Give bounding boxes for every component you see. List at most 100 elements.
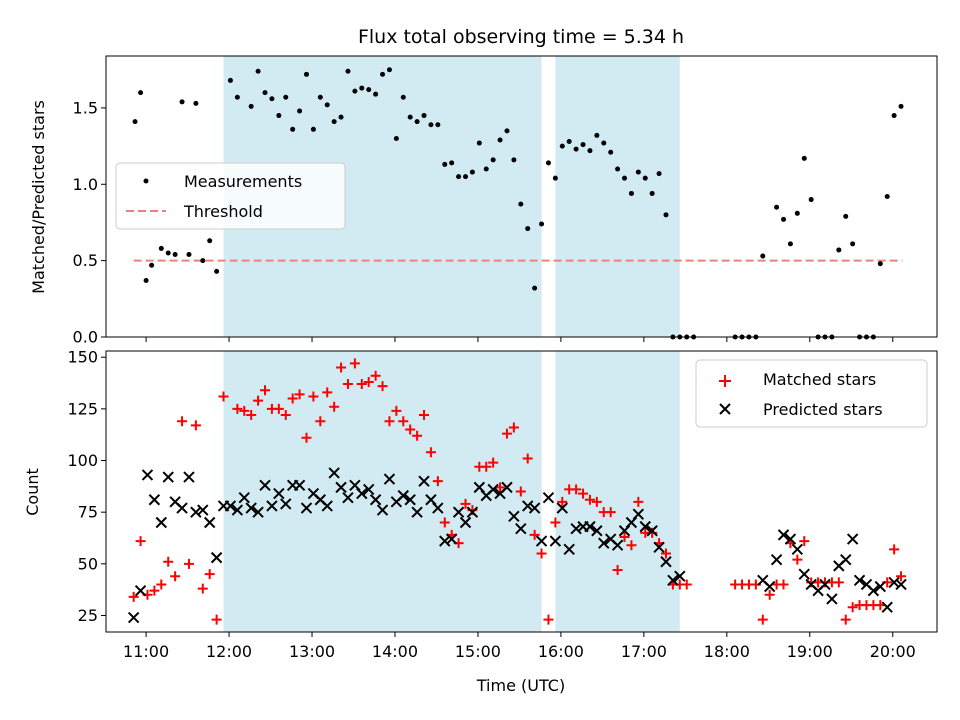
measurement-point: [132, 119, 138, 125]
x-tick-label: 20:00: [870, 642, 916, 661]
matched-star-point: [336, 362, 347, 373]
x-tick-label: 11:00: [123, 642, 169, 661]
matched-star-point: [439, 517, 450, 528]
predicted-star-point: [522, 500, 534, 512]
matched-star-point: [778, 579, 789, 590]
y-tick-label: 100: [67, 451, 98, 470]
matched-star-point: [764, 589, 775, 600]
measurement-point: [801, 155, 807, 161]
measurement-point: [843, 213, 849, 219]
matched-star-point: [799, 536, 810, 547]
y-tick-label: 125: [67, 399, 98, 418]
measurement-point: [207, 238, 213, 244]
predicted-star-point: [570, 522, 582, 535]
measurement-point: [193, 100, 199, 106]
matched-star-point: [529, 529, 540, 540]
measurement-point: [539, 221, 545, 227]
predicted-star-point: [508, 510, 520, 523]
predicted-star-point: [487, 483, 499, 496]
matched-star-point: [840, 614, 851, 625]
matched-star-point: [253, 395, 264, 406]
measurement-point: [622, 175, 628, 181]
predicted-star-point: [183, 471, 195, 483]
matched-star-point: [578, 488, 589, 499]
measurement-point: [545, 160, 551, 166]
top-panel: Flux total observing time = 5.34 h 0.00.…: [29, 26, 938, 347]
measurement-point: [352, 88, 358, 94]
measurement-point: [525, 226, 531, 232]
predicted-star-point: [459, 516, 472, 529]
measurement-point: [345, 68, 351, 74]
matched-star-point: [156, 579, 167, 590]
matched-star-point: [792, 554, 803, 565]
predicted-star-point: [840, 553, 852, 566]
predicted-star-point: [542, 491, 555, 504]
measurement-point: [463, 174, 469, 180]
measurement-point: [255, 68, 261, 74]
top-x-ticks: [145, 337, 894, 342]
legend-marker-predicted: [719, 403, 731, 415]
y-tick-label: 150: [67, 348, 98, 367]
measurement-point: [794, 210, 800, 216]
matched-star-point: [322, 387, 333, 398]
predicted-star-point: [639, 520, 651, 533]
measurement-point: [359, 85, 365, 91]
measurement-point: [269, 96, 275, 102]
predicted-star-point: [404, 494, 416, 506]
predicted-star-point: [190, 506, 202, 518]
measurement-point: [787, 241, 793, 247]
measurement-point: [414, 119, 420, 125]
predicted-star-point: [252, 506, 264, 518]
matched-star-point: [481, 461, 492, 472]
measurement-point: [552, 175, 558, 181]
predicted-star-point: [300, 502, 313, 514]
measurement-point: [760, 253, 766, 259]
matched-star-point: [681, 579, 692, 590]
predicted-star-point: [162, 471, 174, 483]
predicted-stars-points: [127, 467, 907, 624]
predicted-star-point: [321, 500, 333, 512]
measurement-point: [138, 90, 144, 96]
predicted-star-point: [515, 522, 527, 535]
predicted-star-point: [369, 494, 382, 506]
measurement-point: [656, 171, 662, 177]
matched-star-point: [280, 410, 291, 421]
predicted-star-point: [127, 611, 140, 624]
matched-star-point: [363, 376, 374, 387]
measurement-point: [456, 174, 462, 180]
predicted-star-point: [770, 553, 783, 566]
measurement-point: [234, 94, 240, 100]
measurement-point: [310, 126, 316, 132]
bottom-y-axis: 25 50 75 100 125 150: [67, 348, 106, 625]
measurement-point: [317, 94, 323, 100]
measurement-point: [601, 140, 607, 146]
matched-star-point: [571, 484, 582, 495]
matched-star-point: [356, 379, 367, 390]
matched-star-point: [170, 571, 181, 582]
measurement-point: [532, 285, 538, 291]
measurement-point: [262, 90, 268, 96]
predicted-star-point: [342, 491, 354, 504]
matched-star-point: [204, 569, 215, 580]
bottom-y-axis-label: Count: [23, 468, 42, 516]
measurement-point: [373, 91, 379, 97]
x-tick-label: 18:00: [704, 642, 750, 661]
measurement-point: [497, 137, 503, 143]
matched-star-point: [896, 571, 907, 582]
y-tick-label: 75: [78, 503, 98, 522]
predicted-star-point: [667, 574, 679, 587]
matched-star-point: [342, 379, 353, 390]
measurement-point: [248, 103, 254, 109]
matched-star-point: [391, 405, 402, 416]
matched-star-point: [889, 544, 900, 555]
measurement-point: [149, 262, 155, 268]
predicted-star-point: [853, 574, 866, 587]
matched-star-point: [384, 416, 395, 427]
measurement-point: [628, 190, 634, 196]
y-tick-label: 0.5: [73, 251, 98, 270]
matched-star-point: [412, 430, 423, 441]
measurement-point: [884, 194, 890, 199]
measurement-point: [850, 241, 856, 247]
matched-star-point: [190, 420, 201, 431]
measurement-point: [421, 113, 427, 119]
